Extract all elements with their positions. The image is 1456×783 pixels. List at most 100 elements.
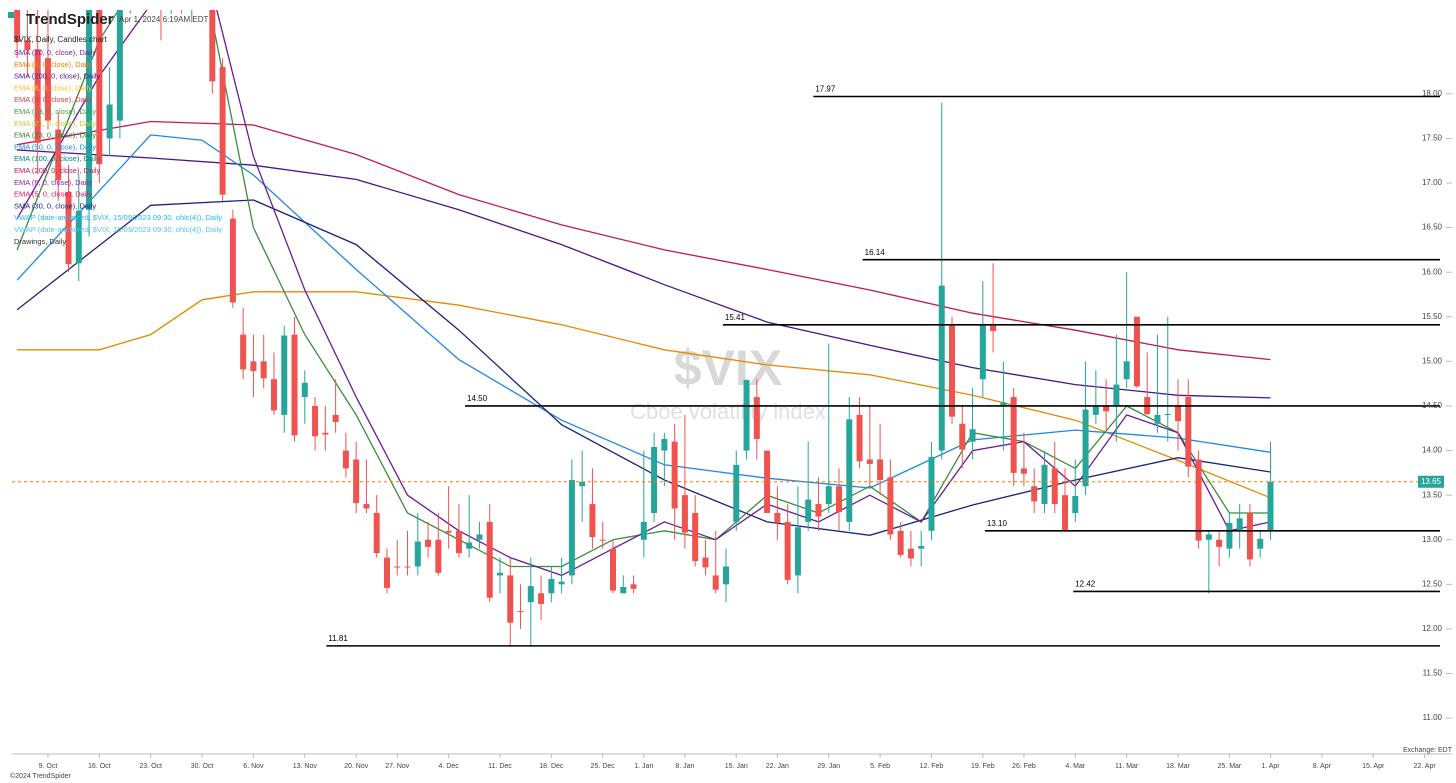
y-tick-label: 16.50 <box>1422 223 1443 232</box>
candle-body <box>620 587 627 594</box>
x-tick-label: 4. Dec <box>439 763 460 770</box>
legend-entry: EMA (8, 0, close), Daily <box>14 60 92 69</box>
candle-body <box>599 539 606 541</box>
candle-body <box>640 521 647 540</box>
x-tick-label: 16. Oct <box>88 763 111 770</box>
x-tick-label: 1. Jan <box>634 763 653 770</box>
candle-body <box>877 459 884 480</box>
x-tick-label: 19. Feb <box>971 763 995 770</box>
legend-entry: EMA (200, 0, close), Daily <box>14 166 101 175</box>
candle-body <box>1082 409 1089 487</box>
y-tick-label: 14.00 <box>1422 446 1443 455</box>
legend-entry: Drawings, Daily <box>14 237 66 246</box>
legend-entry: EMA (21, 0, close), Daily <box>14 119 96 128</box>
legend-entry: EMA (5, 0, close), Daily <box>14 190 92 199</box>
legend-entry: EMA (8, 0, close), Daily <box>14 83 92 92</box>
candle-body <box>414 541 421 567</box>
candle-body <box>404 566 411 568</box>
candle-body <box>1092 405 1099 415</box>
candle-body <box>692 512 699 562</box>
candle-body <box>1257 538 1264 549</box>
legend-entry: EMA (100, 0, close), Daily <box>14 154 101 163</box>
candle-body <box>589 504 596 538</box>
candle-body <box>1062 495 1069 530</box>
candle-body <box>1216 539 1223 547</box>
y-tick-label: 11.50 <box>1423 669 1443 678</box>
x-tick-label: 22. Jan <box>766 763 789 770</box>
candle-body <box>794 527 801 576</box>
candle-body <box>342 450 349 469</box>
last-price-box <box>1418 475 1444 488</box>
x-tick-label: 11. Mar <box>1115 763 1139 770</box>
candle-body <box>240 334 247 370</box>
candle-body <box>44 58 51 121</box>
candle-body <box>281 335 288 415</box>
candle-body <box>219 67 226 195</box>
x-tick-label: 11. Dec <box>488 763 512 770</box>
candle-body <box>702 557 709 568</box>
x-tick-label: 27. Nov <box>385 763 410 770</box>
y-tick-label: 15.00 <box>1422 356 1443 365</box>
x-tick-label: 4. Mar <box>1065 763 1086 770</box>
legend-entry: EMA (50, 0, close), Daily <box>14 142 96 151</box>
plot-area <box>14 10 1274 647</box>
candle-body <box>1051 468 1058 505</box>
candle-body <box>96 10 103 165</box>
candle-body <box>579 481 586 487</box>
legend-entry: SMA (200, 0, close), Daily <box>14 72 101 81</box>
x-tick-label: 30. Oct <box>191 763 214 770</box>
candle-body <box>846 419 853 522</box>
candle-body <box>1103 405 1110 412</box>
candle-body <box>1154 414 1161 424</box>
candle-body <box>229 218 236 303</box>
y-tick-label: 12.50 <box>1422 579 1443 588</box>
candle-body <box>116 10 123 121</box>
candle-body <box>1113 384 1120 406</box>
watermark-name: Cboe volatility index <box>630 399 826 424</box>
candle-body <box>651 446 658 513</box>
candle-body <box>733 464 740 522</box>
candle-body <box>425 539 432 547</box>
logo-icon <box>8 12 14 18</box>
candle-body <box>990 325 997 332</box>
candle-body <box>106 104 113 139</box>
candle-body <box>466 542 473 549</box>
candle-body <box>86 10 93 210</box>
x-tick-label: 29. Jan <box>817 763 840 770</box>
candle-body <box>938 285 945 451</box>
candle-body <box>1267 481 1274 531</box>
candle-body <box>959 423 966 450</box>
candle-body <box>609 548 616 591</box>
candle-body <box>558 581 565 585</box>
logo: TrendSpider <box>26 11 114 28</box>
candle-body <box>496 572 503 576</box>
candle-body <box>568 479 575 576</box>
legend-entry: SMA (30, 0, close), Daily <box>14 201 96 210</box>
legend-entry: SMA (20, 0, close), Daily <box>14 48 96 57</box>
candle-body <box>1236 518 1243 531</box>
x-tick-label: 9. Oct <box>39 763 58 770</box>
candle-body <box>907 548 914 559</box>
candle-body <box>55 129 62 181</box>
y-tick-label: 17.50 <box>1422 134 1443 143</box>
candle-body <box>743 380 750 451</box>
candle-body <box>34 49 41 143</box>
x-tick-label: 8. Jan <box>675 763 694 770</box>
legend-entry: EMA (6, 0, close), Daily <box>14 178 92 187</box>
candle-body <box>312 405 319 437</box>
candle-body <box>784 521 791 580</box>
level-label: 17.97 <box>815 85 836 94</box>
y-tick-label: 16.00 <box>1422 267 1443 276</box>
y-tick-label: 13.00 <box>1422 535 1443 544</box>
exchange: Exchange: EDT <box>1403 747 1453 754</box>
candle-body <box>979 323 986 380</box>
timestamp: Apr 1, 2024 6:19AM EDT <box>119 15 208 24</box>
moving-average-line <box>17 149 1271 399</box>
candle-body <box>270 379 277 411</box>
candle-body <box>332 414 339 423</box>
candle-body <box>1123 361 1130 380</box>
candle-body <box>969 429 976 442</box>
legend-entry: VWAP (date-anchored, $VIX, 15/09/2023 09… <box>14 213 222 222</box>
x-tick-label: 15. Jan <box>725 763 748 770</box>
